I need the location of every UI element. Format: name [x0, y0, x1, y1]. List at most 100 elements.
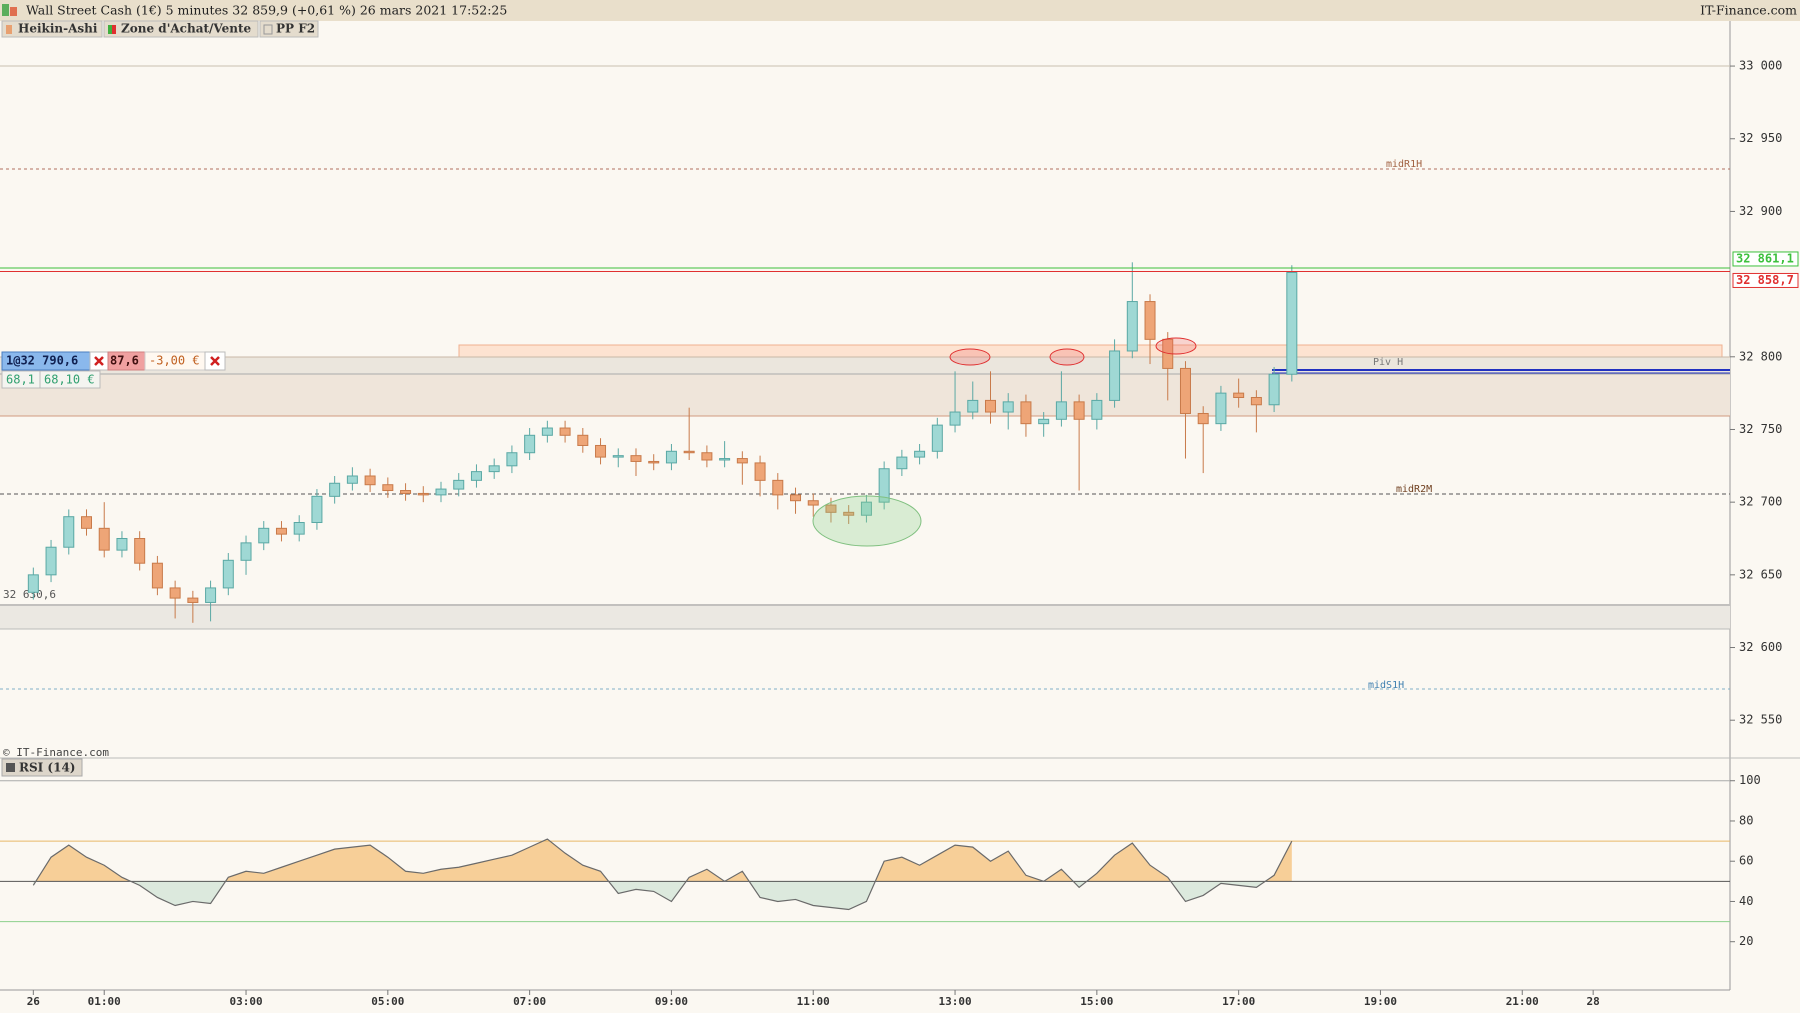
- y-tick-label: 32 800: [1739, 349, 1782, 363]
- watermark: © IT-Finance.com: [3, 746, 109, 759]
- y-tick-label: 32 600: [1739, 640, 1782, 654]
- candle-body: [63, 516, 75, 548]
- x-tick-label: 19:00: [1364, 995, 1397, 1008]
- x-tick-label: 01:00: [88, 995, 121, 1008]
- candle-body: [1197, 412, 1209, 425]
- candle-body: [1091, 399, 1103, 420]
- indicator-tag[interactable]: [1, 20, 103, 38]
- candle-body: [1126, 301, 1138, 352]
- candle-body: [45, 546, 57, 576]
- candles: [27, 262, 1298, 623]
- candle-body: [630, 455, 642, 462]
- tag-icon: [263, 24, 273, 35]
- app-icon: [2, 4, 9, 16]
- x-tick-label: 17:00: [1222, 995, 1255, 1008]
- y-tick-label: 32 950: [1739, 131, 1782, 145]
- y-tick-label: 20: [1739, 934, 1753, 948]
- y-tick-label: 32 550: [1739, 713, 1782, 727]
- x-tick-label: 11:00: [797, 995, 830, 1008]
- candle-body: [914, 450, 926, 458]
- candle-body: [1020, 401, 1032, 425]
- close-icon: [210, 356, 220, 366]
- candle-body: [1268, 373, 1280, 406]
- candle-body: [169, 587, 181, 599]
- indicator-tag[interactable]: [259, 20, 319, 38]
- header-title: Wall Street Cash (1€) 5 minutes 32 859,9…: [26, 3, 507, 18]
- candle-body: [81, 516, 92, 529]
- annotation-ellipse: [949, 348, 991, 366]
- app-icon: [10, 7, 17, 16]
- candle-body: [364, 475, 376, 486]
- candle-body: [807, 500, 819, 506]
- order-position-label: 1@32 790,6: [6, 354, 78, 368]
- indicator-tag-label: PP F2: [276, 22, 315, 36]
- candle-body: [1286, 271, 1298, 375]
- candle-body: [719, 458, 731, 461]
- tag-icon: [6, 763, 15, 772]
- candle-body: [541, 427, 553, 436]
- x-tick-label: 28: [1587, 995, 1600, 1008]
- price-label: 32 858,7: [1736, 273, 1794, 287]
- candle-body: [1002, 401, 1014, 413]
- order-amount-label: 68,10 €: [44, 373, 95, 387]
- x-tick-label: 07:00: [513, 995, 546, 1008]
- x-tick-label: 26: [27, 995, 41, 1008]
- candle-body: [665, 450, 677, 464]
- candle-body: [329, 482, 341, 497]
- rsi-fill-below: [33, 881, 1292, 910]
- candle-body: [878, 468, 890, 503]
- candle-body: [1233, 392, 1245, 398]
- candle-body: [311, 495, 323, 524]
- candle-body: [736, 458, 748, 464]
- rsi-title: RSI (14): [19, 761, 75, 775]
- level-label: 32 630,6: [3, 588, 56, 601]
- candle-body: [417, 492, 429, 496]
- header-bar: [0, 0, 1800, 21]
- candle-body: [506, 452, 518, 467]
- y-tick-label: 33 000: [1739, 59, 1782, 73]
- candle-body: [205, 587, 217, 603]
- tag-icon: [6, 25, 12, 34]
- candle-body: [134, 537, 146, 564]
- candle-body: [683, 450, 695, 454]
- pivot-label: midR2M: [1396, 484, 1432, 495]
- candle-body: [612, 455, 624, 458]
- zone-band: [0, 374, 1730, 416]
- zone-band: [458, 344, 1723, 358]
- candle-body: [400, 490, 412, 494]
- candle-body: [1038, 418, 1050, 425]
- candle-body: [896, 456, 908, 470]
- rsi-panel: [0, 780, 1730, 923]
- pivot-label: midS1H: [1368, 680, 1404, 691]
- candle-body: [346, 475, 358, 484]
- candle-body: [1109, 350, 1121, 401]
- candle-body: [98, 527, 110, 551]
- pivot-label: midR1H: [1386, 159, 1422, 170]
- candle-body: [860, 501, 872, 516]
- candle-body: [931, 424, 943, 452]
- candle-body: [382, 484, 394, 492]
- candle-body: [772, 479, 784, 496]
- header-brand: IT-Finance.com: [1700, 3, 1797, 18]
- candle-body: [27, 574, 39, 593]
- indicator-tag[interactable]: [103, 20, 259, 38]
- tag-icon: [108, 25, 112, 34]
- candle-body: [488, 465, 500, 473]
- order-qty-label: 68,1: [6, 373, 35, 387]
- order-amount: [39, 370, 101, 389]
- candle-body: [151, 562, 163, 589]
- tag-icon: [112, 25, 116, 34]
- candle-body: [524, 434, 536, 454]
- x-tick-label: 03:00: [229, 995, 262, 1008]
- zone-band: [0, 604, 1730, 629]
- candle-body: [1215, 392, 1227, 425]
- candle-body: [240, 542, 252, 561]
- price-label-box: [1732, 272, 1799, 288]
- indicator-tag[interactable]: [1, 758, 83, 777]
- pivot-label: Piv H: [1373, 357, 1403, 368]
- axes: 32 550 32 600 32 650 32 700 32 750 32 800 32 9…: [0, 59, 1799, 1008]
- candle-body: [1144, 301, 1156, 340]
- indicator-tag-label: Zone d'Achat/Vente: [121, 22, 252, 36]
- candle-body: [577, 434, 589, 446]
